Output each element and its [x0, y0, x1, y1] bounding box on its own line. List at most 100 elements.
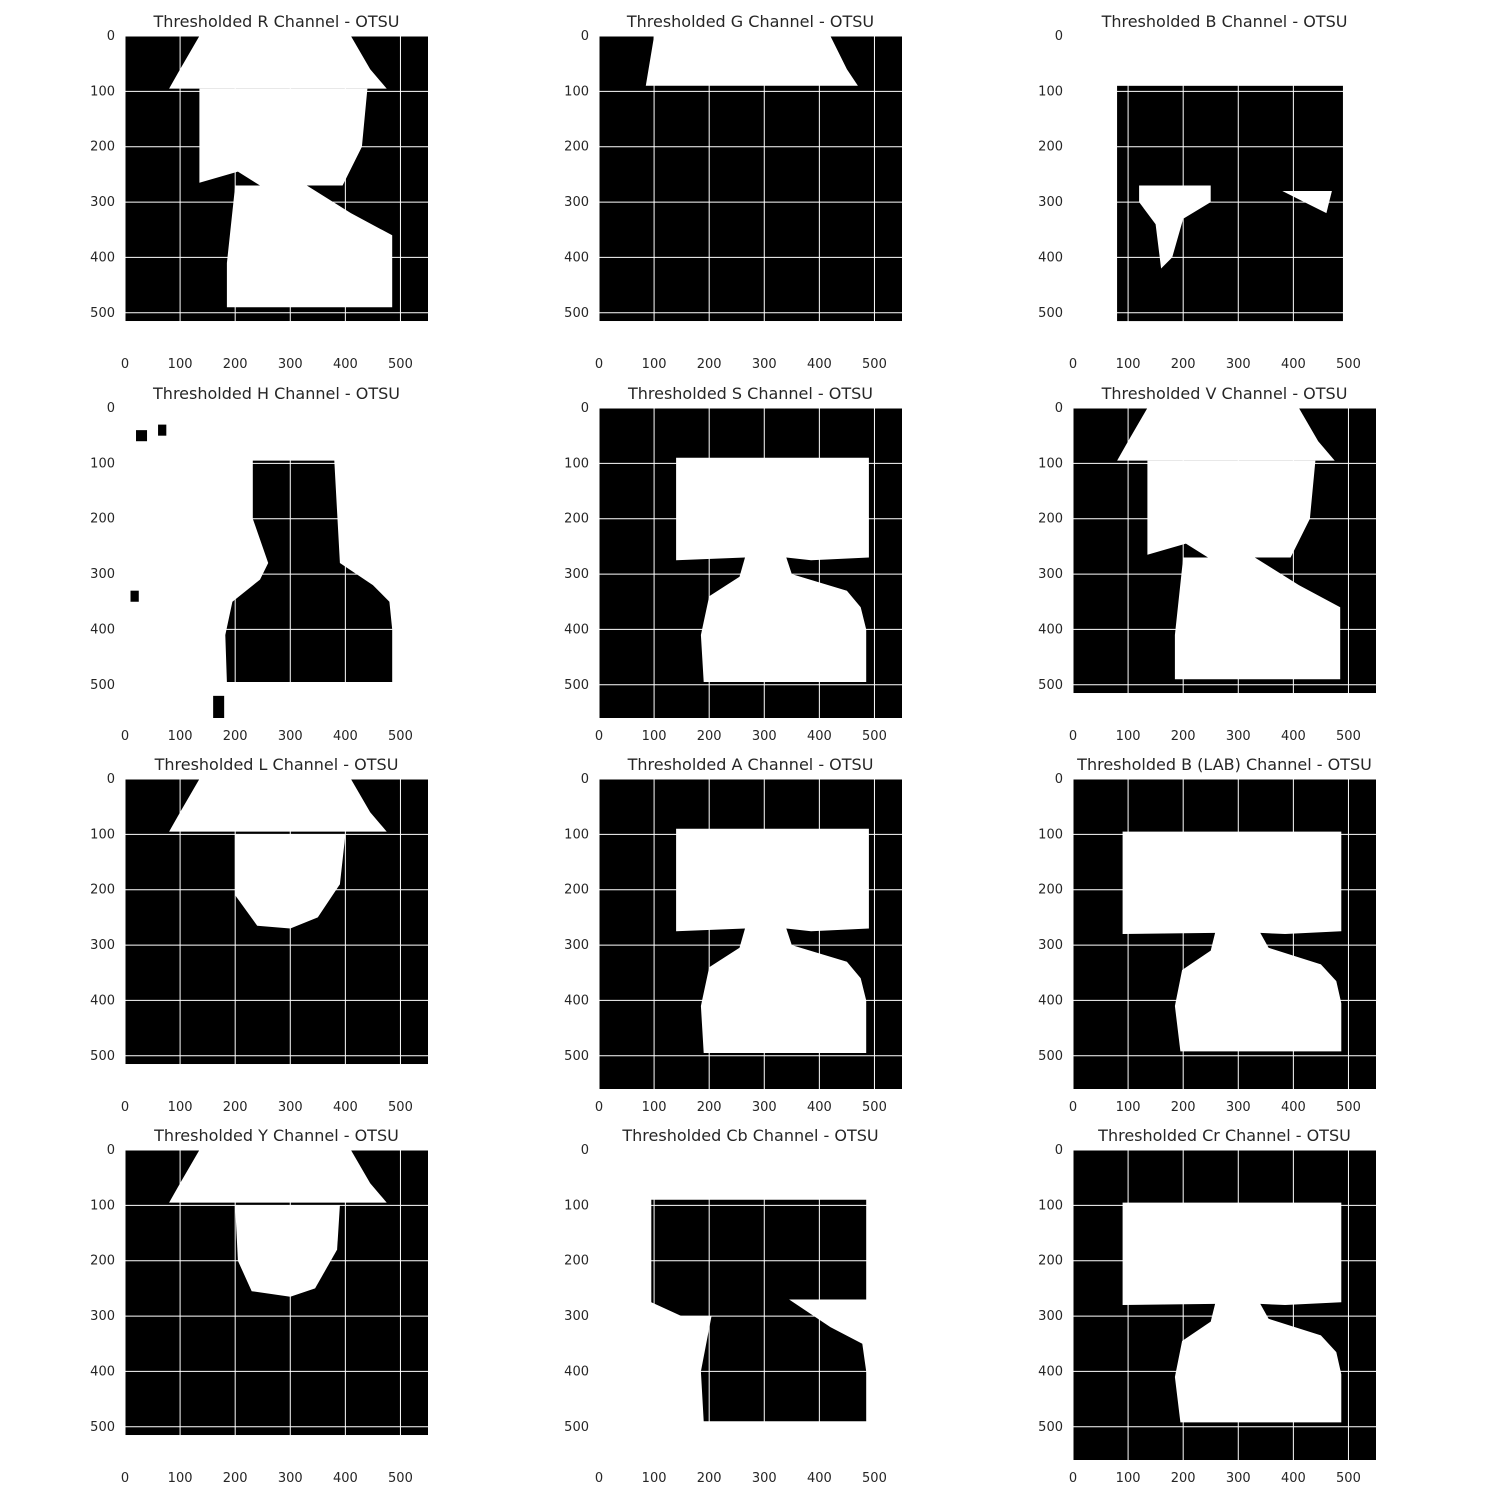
- x-tick-label: 200: [1171, 1100, 1196, 1115]
- y-tick-label: 500: [564, 678, 589, 693]
- y-tick-label: 500: [90, 678, 115, 693]
- x-tick-label: 200: [223, 729, 248, 744]
- mask-region-3: [225, 460, 393, 682]
- x-tick-label: 500: [1336, 1471, 1361, 1486]
- panel-title: Thresholded G Channel - OTSU: [626, 12, 874, 31]
- y-tick-label: 100: [564, 84, 589, 99]
- panel-cr: Thresholded Cr Channel - OTSU 0 100 200 300 4…: [1038, 1126, 1376, 1486]
- y-tick-label: 200: [564, 140, 589, 155]
- y-tick-label: 500: [564, 306, 589, 321]
- y-tick-label: 400: [564, 993, 589, 1008]
- y-tick-label: 100: [564, 456, 589, 471]
- x-tick-label: 300: [278, 1100, 303, 1115]
- x-tick-label: 100: [168, 729, 193, 744]
- x-tick-label: 200: [1171, 729, 1196, 744]
- y-tick-label: 100: [1038, 827, 1063, 842]
- y-tick-label: 0: [107, 772, 115, 787]
- panel-v: Thresholded V Channel - OTSU 0 100 200 300 40…: [1038, 384, 1376, 744]
- x-tick-label: 100: [168, 357, 193, 372]
- x-tick-label: 0: [1069, 1471, 1077, 1486]
- x-tick-label: 200: [697, 1471, 722, 1486]
- mask-region-9: [169, 1150, 387, 1203]
- y-tick-label: 100: [90, 827, 115, 842]
- y-tick-label: 500: [1038, 678, 1063, 693]
- y-tick-label: 0: [581, 1143, 589, 1158]
- panel-b: Thresholded B Channel - OTSU 0 100 200 300 40…: [1038, 12, 1376, 372]
- y-tick-label: 400: [1038, 622, 1063, 637]
- y-tick-label: 100: [90, 84, 115, 99]
- mask-region-11: [1122, 1202, 1342, 1423]
- mask-region-0: [169, 36, 387, 89]
- x-tick-label: 200: [223, 1100, 248, 1115]
- y-tick-label: 400: [90, 1364, 115, 1379]
- panel-s: Thresholded S Channel - OTSU 0 100 200 300 40…: [564, 384, 902, 744]
- x-tick-label: 300: [752, 1100, 777, 1115]
- y-tick-label: 200: [564, 512, 589, 527]
- x-tick-label: 400: [807, 1100, 832, 1115]
- panel-a: Thresholded A Channel - OTSU 0 100 200 300 40…: [564, 755, 902, 1115]
- x-tick-label: 300: [1226, 1100, 1251, 1115]
- x-tick-label: 300: [1226, 729, 1251, 744]
- x-tick-label: 500: [388, 729, 413, 744]
- y-tick-label: 200: [90, 140, 115, 155]
- y-tick-label: 300: [1038, 567, 1063, 582]
- x-tick-label: 500: [1336, 357, 1361, 372]
- x-tick-label: 400: [807, 357, 832, 372]
- x-tick-label: 400: [333, 1471, 358, 1486]
- x-tick-label: 100: [642, 729, 667, 744]
- y-tick-label: 0: [1055, 1143, 1063, 1158]
- y-tick-label: 200: [90, 883, 115, 898]
- y-tick-label: 500: [90, 1049, 115, 1064]
- mask-region-2: [1139, 185, 1211, 269]
- mask-region-4: [676, 457, 869, 682]
- panel-l: Thresholded L Channel - OTSU 0 100 200 300 40…: [90, 755, 428, 1115]
- x-tick-label: 400: [333, 729, 358, 744]
- y-tick-label: 100: [1038, 456, 1063, 471]
- x-tick-label: 0: [1069, 357, 1077, 372]
- y-tick-label: 100: [90, 1198, 115, 1213]
- y-tick-label: 300: [90, 195, 115, 210]
- y-tick-label: 0: [107, 29, 115, 44]
- x-tick-label: 400: [1281, 729, 1306, 744]
- x-tick-label: 400: [333, 1100, 358, 1115]
- y-tick-label: 400: [1038, 993, 1063, 1008]
- x-tick-label: 0: [121, 1100, 129, 1115]
- x-tick-label: 300: [1226, 357, 1251, 372]
- x-tick-label: 300: [752, 357, 777, 372]
- y-tick-label: 0: [581, 401, 589, 416]
- x-tick-label: 0: [595, 357, 603, 372]
- y-tick-label: 100: [1038, 84, 1063, 99]
- x-tick-label: 500: [862, 1100, 887, 1115]
- x-tick-label: 500: [862, 357, 887, 372]
- y-tick-label: 200: [90, 1254, 115, 1269]
- y-tick-label: 400: [1038, 250, 1063, 265]
- y-tick-label: 0: [107, 401, 115, 416]
- x-tick-label: 500: [862, 1471, 887, 1486]
- y-tick-label: 200: [564, 1254, 589, 1269]
- mask-region-10: [651, 1199, 867, 1317]
- y-tick-label: 300: [90, 938, 115, 953]
- panel-title: Thresholded H Channel - OTSU: [152, 384, 400, 403]
- panel-title: Thresholded S Channel - OTSU: [627, 384, 873, 403]
- y-tick-label: 300: [1038, 1309, 1063, 1324]
- mask-region-3: [130, 590, 139, 602]
- x-tick-label: 200: [1171, 1471, 1196, 1486]
- y-tick-label: 100: [564, 827, 589, 842]
- y-tick-label: 500: [564, 1420, 589, 1435]
- panel-r: Thresholded R Channel - OTSU 0 100 200 300 40…: [90, 12, 428, 372]
- y-tick-label: 500: [564, 1049, 589, 1064]
- mask-region-1: [645, 36, 858, 86]
- y-tick-label: 500: [1038, 1049, 1063, 1064]
- panel-g: Thresholded G Channel - OTSU 0 100 200 300 40…: [564, 12, 902, 372]
- y-tick-label: 300: [564, 567, 589, 582]
- x-tick-label: 0: [121, 357, 129, 372]
- x-tick-label: 0: [121, 729, 129, 744]
- y-tick-label: 400: [90, 993, 115, 1008]
- y-tick-label: 500: [1038, 1420, 1063, 1435]
- y-tick-label: 0: [581, 29, 589, 44]
- x-tick-label: 200: [223, 357, 248, 372]
- x-tick-label: 300: [278, 1471, 303, 1486]
- panel-title: Thresholded B (LAB) Channel - OTSU: [1076, 755, 1372, 774]
- x-tick-label: 0: [1069, 729, 1077, 744]
- x-tick-label: 100: [1116, 1100, 1141, 1115]
